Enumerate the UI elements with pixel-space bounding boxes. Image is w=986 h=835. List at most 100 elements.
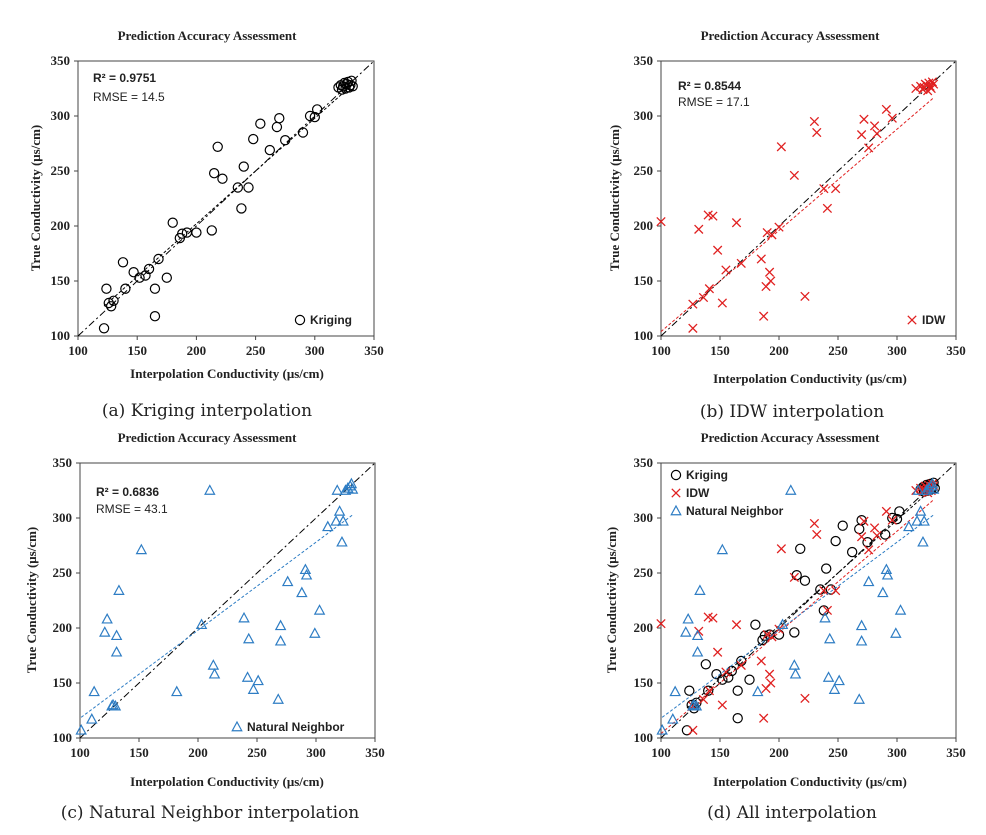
data-point [708, 613, 718, 623]
data-point [206, 225, 217, 236]
data-point [681, 725, 693, 736]
x-stroke [819, 183, 829, 194]
trendline [661, 514, 934, 718]
x-tick-label: 300 [306, 745, 326, 760]
x-stroke [809, 518, 820, 529]
data-point [167, 217, 178, 228]
r-squared-label: R² = 0.6836 [96, 485, 159, 499]
y-axis-label: True Conductivity (μs/cm) [604, 527, 619, 674]
data-point [297, 127, 309, 138]
data-point [894, 506, 905, 517]
x-stroke [767, 230, 777, 240]
data-point [708, 211, 718, 221]
identity-line [79, 462, 376, 739]
x-stroke [869, 523, 880, 533]
x-tick-label: 300 [305, 343, 325, 358]
x-stroke [736, 660, 746, 671]
data-point [107, 698, 119, 710]
data-point [903, 520, 915, 532]
panel-all: Prediction Accuracy Assessment Interpola… [604, 430, 966, 823]
data-point [110, 629, 123, 641]
x-tick-label: 100 [68, 343, 88, 358]
x-stroke [812, 529, 822, 540]
data-point [927, 483, 940, 494]
x-stroke [762, 227, 772, 238]
data-point [830, 535, 841, 547]
x-stroke [830, 183, 841, 194]
x-stroke [872, 128, 882, 139]
data-point [872, 530, 882, 541]
x-stroke [756, 254, 766, 264]
x-tick-label: 300 [887, 343, 907, 358]
data-point [88, 685, 100, 697]
x-stroke [800, 693, 810, 704]
data-point [736, 258, 746, 269]
data-point [750, 619, 761, 630]
data-point [756, 656, 766, 666]
data-point [134, 272, 145, 283]
panel-natural-neighbor: Prediction Accuracy Assessment Interpola… [24, 430, 385, 823]
data-point [243, 182, 254, 193]
data-point [296, 586, 308, 598]
x-stroke [774, 222, 784, 232]
x-stroke [731, 218, 742, 228]
data-point [274, 634, 287, 646]
x-stroke [688, 323, 698, 333]
data-point [716, 543, 729, 555]
data-point [140, 270, 151, 281]
data-point [238, 611, 250, 623]
panel-caption: (b) IDW interpolation [700, 402, 884, 422]
x-stroke [762, 629, 772, 640]
x-stroke [708, 613, 718, 623]
data-point [346, 483, 359, 494]
data-point [890, 627, 902, 638]
y-tick-label: 300 [51, 108, 71, 123]
plot-frame [79, 462, 376, 739]
x-stroke [764, 267, 775, 277]
legend-label: Natural Neighbor [686, 504, 784, 518]
legend-marker [294, 314, 306, 326]
data-point [887, 113, 897, 123]
x-stroke [881, 104, 892, 115]
rmse-label: RMSE = 14.5 [93, 90, 165, 104]
data-point [688, 323, 698, 333]
data-point [238, 161, 249, 172]
x-stroke [721, 667, 731, 677]
data-point [281, 575, 294, 587]
panel-caption: (c) Natural Neighbor interpolation [61, 803, 360, 823]
data-point [304, 110, 316, 122]
x-tick-label: 250 [828, 745, 848, 760]
data-point [825, 584, 837, 595]
data-point [217, 173, 228, 184]
data-point [103, 297, 114, 309]
x-tick-label: 300 [887, 745, 907, 760]
data-point [105, 301, 117, 312]
data-point [789, 572, 799, 583]
legend-label: Natural Neighbor [247, 720, 345, 734]
x-stroke [656, 216, 666, 227]
data-point [667, 713, 679, 724]
data-point [337, 515, 349, 526]
data-point [700, 659, 712, 670]
data-point [856, 130, 867, 140]
data-point [712, 647, 723, 657]
x-stroke [789, 572, 799, 583]
data-point [704, 284, 715, 294]
data-point [862, 575, 875, 587]
x-stroke [800, 291, 810, 302]
data-point [711, 669, 722, 680]
x-tick-label: 200 [769, 745, 789, 760]
x-stroke [717, 298, 728, 308]
x-tick-label: 200 [769, 343, 789, 358]
data-point [248, 133, 259, 145]
data-point [110, 645, 123, 657]
rmse-label: RMSE = 43.1 [96, 502, 168, 516]
data-point [271, 121, 283, 133]
y-tick-label: 100 [51, 328, 71, 343]
data-point [887, 515, 897, 525]
y-tick-label: 100 [53, 730, 73, 745]
data-point [731, 218, 742, 228]
data-point [161, 272, 172, 283]
panel-kriging: Prediction Accuracy Assessment Interpola… [28, 28, 384, 421]
